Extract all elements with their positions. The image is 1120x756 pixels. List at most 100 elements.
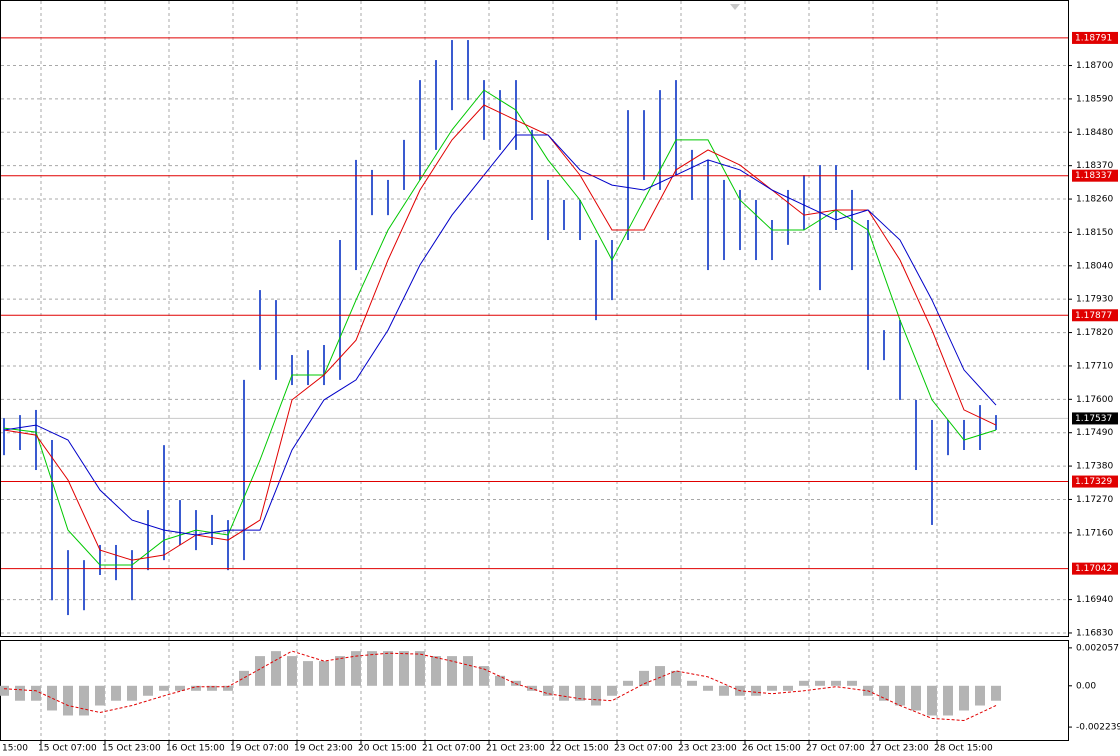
level-label-box [1072,309,1118,322]
histogram-bar [223,685,233,691]
y-tick-label: 0.00 [1076,681,1096,691]
histogram-bar [431,656,441,686]
last-price-label: 1.17537 [1075,414,1112,424]
histogram-bar [815,680,825,686]
histogram-bar [959,685,969,711]
y-tick-label: 1.17380 [1076,462,1113,472]
y-tick-label: 1.17270 [1076,495,1113,505]
histogram-bar [271,651,281,686]
histogram-bar [991,685,1001,701]
histogram-bar [95,685,105,706]
level-label: 1.18791 [1075,33,1112,43]
y-tick-label: -0.002239 [1076,723,1120,733]
level-label: 1.17042 [1075,564,1112,574]
histogram-bar [767,685,777,691]
x-tick-label: 15 Oct 07:00 [38,744,97,754]
x-tick-label: 21 Oct 23:00 [486,744,545,754]
x-tick-label: 15:00 [2,744,28,754]
histogram-bar [879,685,889,701]
histogram-bar [495,675,505,686]
histogram-bar [943,685,953,716]
histogram-bar [751,685,761,696]
x-tick-label: 21 Oct 07:00 [422,744,481,754]
y-tick-label: 0.002057 [1076,643,1119,653]
histogram-bar [31,685,41,701]
histogram-bar [559,685,569,701]
histogram-bar [847,680,857,686]
x-tick-label: 23 Oct 07:00 [614,744,673,754]
x-tick-label: 28 Oct 15:00 [934,744,993,754]
histogram-bar [383,651,393,686]
y-tick-label: 1.18370 [1076,161,1113,171]
x-tick-label: 26 Oct 15:00 [742,744,801,754]
shift-marker [730,4,740,10]
level-label-box [1072,31,1118,44]
y-tick-label: 1.18700 [1076,61,1113,71]
y-tick-label: 1.17160 [1076,528,1113,538]
histogram-bar [639,670,649,686]
level-label: 1.17877 [1075,311,1112,321]
histogram-bar [0,685,9,696]
y-tick-label: 1.16830 [1076,628,1113,638]
histogram-bar [255,656,265,686]
histogram-bar [399,651,409,686]
last-price-box [1072,412,1118,425]
histogram-bar [975,685,985,706]
x-tick-label: 15 Oct 23:00 [102,744,161,754]
signal-line [3,650,997,722]
histogram-bar [303,661,313,686]
histogram-bar [335,656,345,686]
y-tick-label: 1.17490 [1076,428,1113,438]
histogram-bar [367,651,377,686]
histogram-bar [47,685,57,711]
histogram-bar [415,651,425,686]
y-tick-label: 1.17930 [1076,295,1113,305]
histogram-bar [191,685,201,691]
histogram-bar [895,685,905,706]
histogram-bar [239,670,249,686]
level-label-box [1072,562,1118,575]
histogram-bar [927,685,937,716]
moving-average [3,134,997,536]
y-tick-label: 1.18260 [1076,195,1113,205]
x-tick-label: 27 Oct 23:00 [870,744,929,754]
histogram-bar [671,670,681,686]
histogram-bar [687,680,697,686]
level-label-box [1072,475,1118,488]
histogram-bar [479,666,489,686]
y-tick-label: 1.18150 [1076,228,1113,238]
y-tick-label: 1.16940 [1076,595,1113,605]
histogram-bar [783,685,793,691]
x-tick-label: 27 Oct 07:00 [806,744,865,754]
moving-average [3,89,997,566]
histogram-bar [463,656,473,686]
y-tick-label: 1.17600 [1076,395,1113,405]
level-label-box [1072,169,1118,182]
histogram-bar [287,656,297,686]
histogram-bar [911,685,921,711]
y-tick-label: 1.18590 [1076,94,1113,104]
histogram-bar [79,685,89,716]
x-tick-label: 19 Oct 07:00 [230,744,289,754]
histogram-bar [319,661,329,686]
y-tick-label: 1.17710 [1076,361,1113,371]
y-tick-label: 1.18480 [1076,128,1113,138]
histogram-bar [655,666,665,686]
histogram-bar [207,685,217,691]
moving-average [3,104,997,561]
histogram-bar [607,685,617,696]
histogram-bar [159,685,169,691]
x-tick-label: 22 Oct 15:00 [550,744,609,754]
histogram-bar [351,651,361,686]
histogram-bar [447,656,457,686]
histogram-bar [543,685,553,696]
x-tick-label: 23 Oct 23:00 [678,744,737,754]
histogram-bar [175,685,185,691]
histogram-bar [143,685,153,696]
level-label: 1.17329 [1075,477,1112,487]
y-tick-label: 1.17820 [1076,328,1113,338]
histogram-bar [15,685,25,701]
histogram-bar [719,685,729,696]
